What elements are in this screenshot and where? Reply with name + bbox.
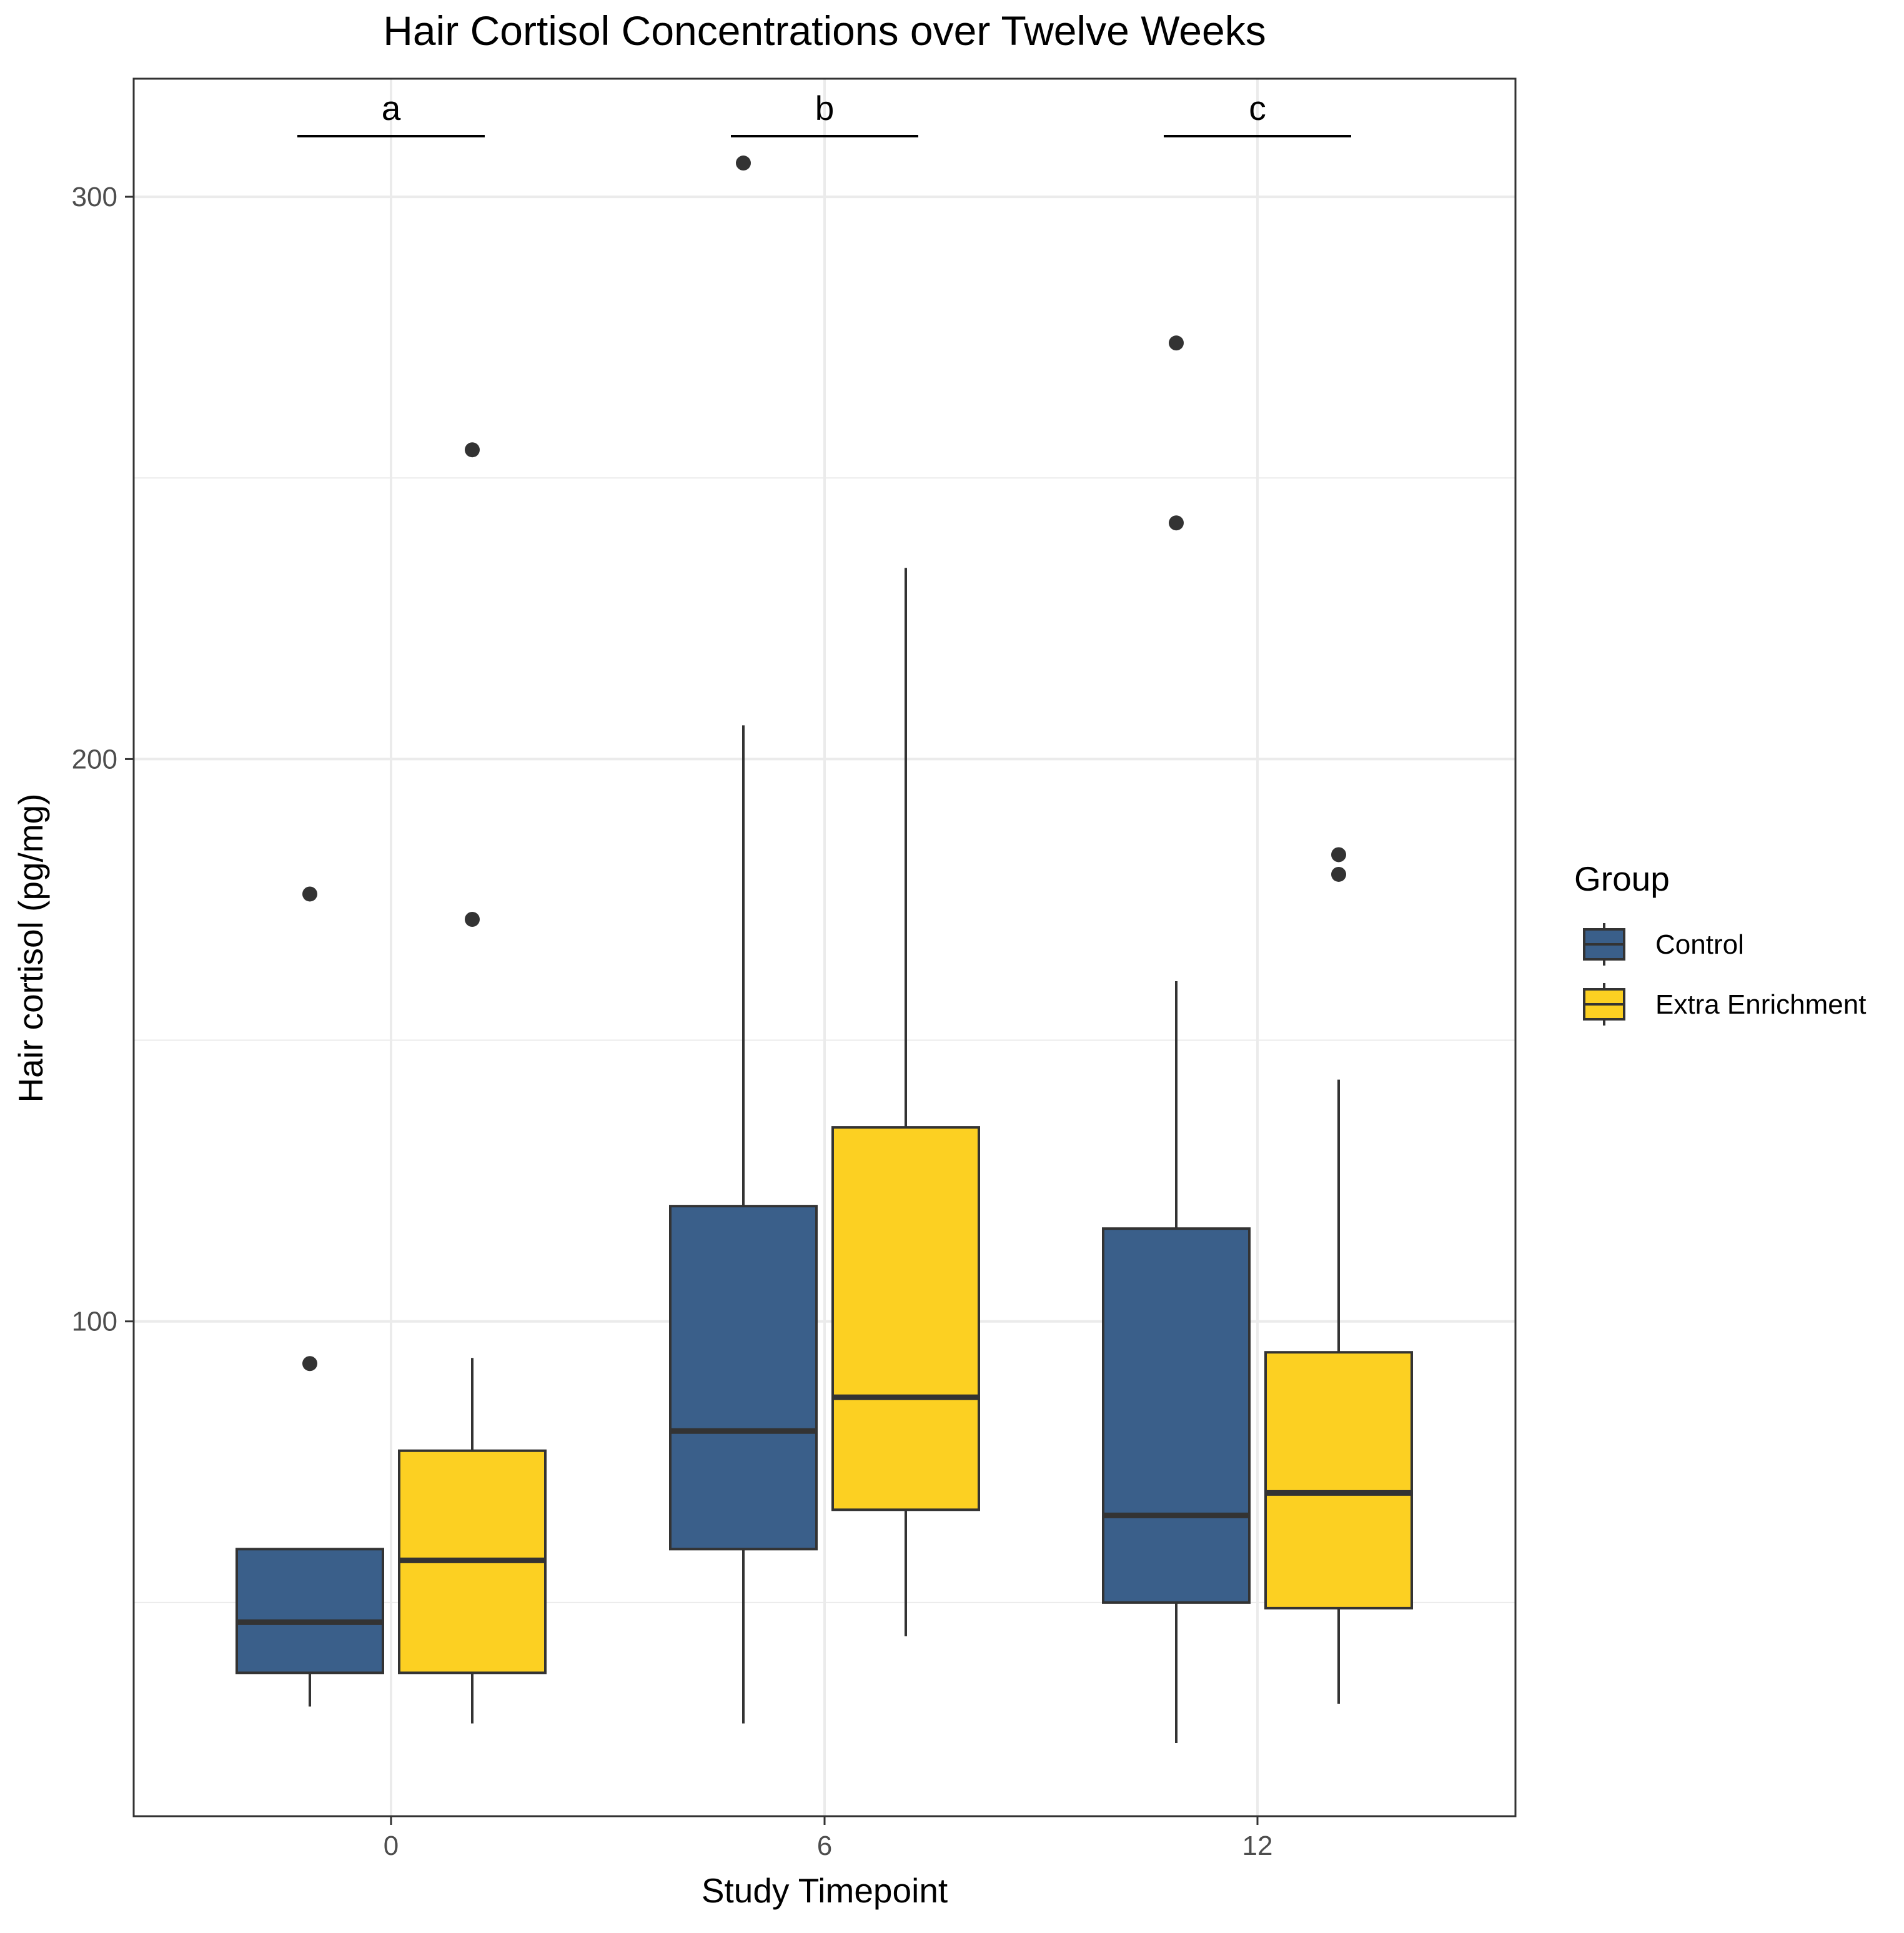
box-control-t12 [1102, 335, 1251, 1743]
annotation-label: a [382, 89, 401, 127]
outlier-point [465, 442, 480, 458]
outlier-point [736, 156, 751, 171]
y-axis: 100 200 300 [72, 182, 134, 1337]
chart-title: Hair Cortisol Concentrations over Twelve… [383, 7, 1266, 54]
legend-key-extra-enrichment [1583, 983, 1625, 1026]
outlier-point [1169, 335, 1184, 351]
outlier-point [465, 911, 480, 927]
x-axis: 0 6 12 [384, 1816, 1273, 1861]
legend-title: Group [1574, 859, 1670, 898]
box-control-t0 [236, 886, 384, 1707]
interquartile-box [1264, 1351, 1413, 1609]
legend: Group Control Extra Enrichment [1574, 859, 1866, 1026]
interquartile-box [236, 1548, 384, 1674]
box-extra-enrichment-t12 [1264, 847, 1413, 1704]
outlier-point [1331, 866, 1346, 882]
outlier-point [302, 1356, 317, 1372]
annotation-label: c [1249, 89, 1266, 127]
x-axis-title: Study Timepoint [702, 1871, 948, 1910]
y-tick-label: 100 [72, 1307, 117, 1337]
legend-key-control [1583, 923, 1625, 966]
interquartile-box [669, 1205, 818, 1551]
x-tick-label: 6 [817, 1831, 832, 1861]
outlier-point [1331, 847, 1346, 863]
x-tick-label: 0 [384, 1831, 399, 1861]
outlier-point [1169, 515, 1184, 531]
gridlines [134, 79, 1515, 1816]
boxplot-series [236, 156, 1413, 1743]
x-tick-label: 12 [1242, 1831, 1273, 1861]
outlier-point [302, 886, 317, 902]
y-tick-label: 200 [72, 744, 117, 774]
y-tick-label: 300 [72, 182, 117, 212]
box-extra-enrichment-t6 [831, 568, 980, 1636]
annotation-label: b [815, 89, 835, 127]
legend-label: Extra Enrichment [1655, 989, 1866, 1020]
interquartile-box [1102, 1227, 1251, 1604]
legend-label: Control [1655, 929, 1744, 960]
y-axis-title: Hair cortisol (pg/mg) [11, 793, 50, 1102]
group-annotations: a b c [297, 89, 1351, 137]
interquartile-box [831, 1126, 980, 1511]
box-extra-enrichment-t0 [398, 442, 547, 1724]
box-control-t6 [669, 156, 818, 1724]
